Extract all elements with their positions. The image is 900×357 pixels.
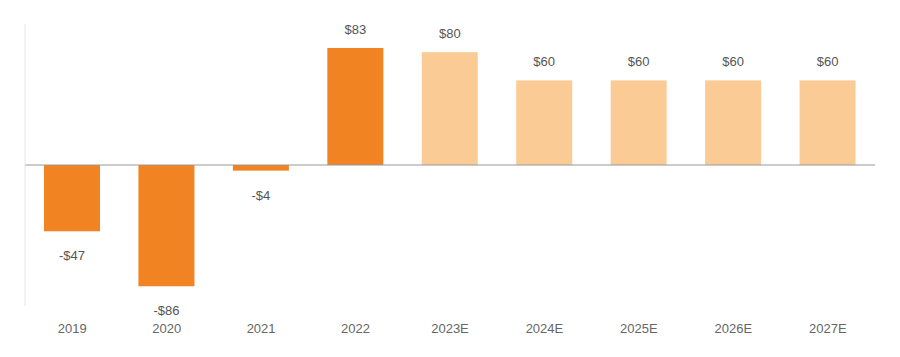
svg-text:2023E: 2023E <box>431 321 469 336</box>
svg-text:2022: 2022 <box>341 321 370 336</box>
svg-text:2020: 2020 <box>152 321 181 336</box>
svg-text:$60: $60 <box>817 54 839 69</box>
svg-text:2021: 2021 <box>247 321 276 336</box>
svg-text:2026E: 2026E <box>715 321 753 336</box>
svg-text:2019: 2019 <box>58 321 87 336</box>
svg-text:$60: $60 <box>628 54 650 69</box>
svg-text:-$86: -$86 <box>153 303 179 318</box>
svg-text:$83: $83 <box>344 22 366 37</box>
svg-text:-$4: -$4 <box>251 188 270 203</box>
svg-text:2024E: 2024E <box>526 321 564 336</box>
svg-text:$60: $60 <box>722 54 744 69</box>
svg-text:2027E: 2027E <box>809 321 847 336</box>
svg-text:$80: $80 <box>439 26 461 41</box>
svg-text:$60: $60 <box>533 54 555 69</box>
svg-text:-$47: -$47 <box>59 248 85 263</box>
svg-text:2025E: 2025E <box>620 321 658 336</box>
